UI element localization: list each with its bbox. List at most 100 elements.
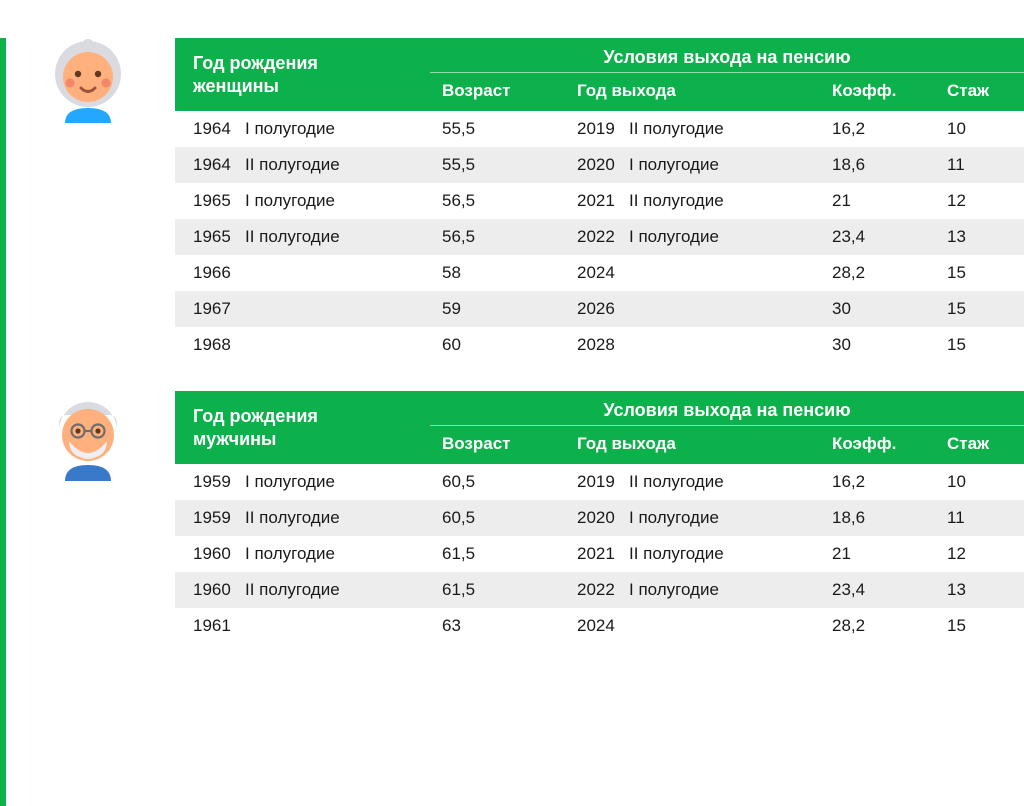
cell-coef: 28,2 <box>820 608 935 644</box>
cell-coef: 21 <box>820 536 935 572</box>
men-header-span: Условия выхода на пенсию <box>430 391 1024 426</box>
birth-year: 1959 <box>193 472 239 492</box>
cell-stage: 11 <box>935 500 1024 536</box>
exit-half: II полугодие <box>629 472 724 491</box>
table-row: 1959I полугодие60,52019II полугодие16,21… <box>175 464 1024 500</box>
cell-exit: 2020 I полугодие <box>565 147 820 183</box>
birth-year: 1964 <box>193 119 239 139</box>
cell-coef: 18,6 <box>820 500 935 536</box>
cell-stage: 15 <box>935 291 1024 327</box>
women-header-age: Возраст <box>430 73 565 112</box>
men-avatar-wrap <box>0 391 175 485</box>
men-header-coef: Коэфф. <box>820 426 935 465</box>
cell-exit: 2021 II полугодие <box>565 183 820 219</box>
cell-stage: 15 <box>935 255 1024 291</box>
women-section: Год рождения женщины Условия выхода на п… <box>0 38 1024 363</box>
exit-half: I полугодие <box>629 227 719 246</box>
table-row: 1965I полугодие56,52021II полугодие2112 <box>175 183 1024 219</box>
women-header-birth: Год рождения женщины <box>175 38 430 111</box>
table-row: 1960 I полугодие 61,5 2021 II полугодие 2112 <box>175 536 1024 572</box>
cell-birth: 1965I полугодие <box>175 183 430 219</box>
cell-coef: 30 <box>820 327 935 363</box>
women-header-span: Условия выхода на пенсию <box>430 38 1024 73</box>
exit-year: 2020 <box>577 155 623 175</box>
cell-exit: 2019II полугодие <box>565 464 820 500</box>
table-row: 196658202428,215 <box>175 255 1024 291</box>
men-header-age: Возраст <box>430 426 565 465</box>
women-table: Год рождения женщины Условия выхода на п… <box>175 38 1024 363</box>
birth-year: 1965 <box>193 227 239 247</box>
cell-exit: 2024 <box>565 255 820 291</box>
cell-age: 56,5 <box>430 219 565 255</box>
table-row: 1964II полугодие55,52020I полугодие18,61… <box>175 147 1024 183</box>
cell-exit: 2019 II полугодие <box>565 111 820 147</box>
cell-age: 61,5 <box>430 536 565 572</box>
cell-coef: 21 <box>820 183 935 219</box>
birth-half: II полугодие <box>245 155 340 174</box>
exit-half: I полугодие <box>629 155 719 174</box>
cell-stage: 13 <box>935 572 1024 608</box>
cell-birth: 1964 II полугодие <box>175 147 430 183</box>
women-header-coef: Коэфф. <box>820 73 935 112</box>
birth-half: I полугодие <box>245 472 335 491</box>
cell-age: 58 <box>430 255 565 291</box>
cell-stage: 11 <box>935 147 1024 183</box>
exit-year: 2024 <box>577 263 623 283</box>
birth-half: I полугодие <box>245 119 335 138</box>
birth-year: 1960 <box>193 580 239 600</box>
cell-age: 60 <box>430 327 565 363</box>
men-header-birth: Год рождения мужчины <box>175 391 430 464</box>
cell-age: 60,5 <box>430 464 565 500</box>
birth-year: 1968 <box>193 335 239 355</box>
exit-half: II полугодие <box>629 544 724 563</box>
header-birth-line2: мужчины <box>193 429 276 449</box>
cell-age: 55,5 <box>430 111 565 147</box>
cell-birth: 1959II полугодие <box>175 500 430 536</box>
cell-exit: 2024 <box>565 608 820 644</box>
cell-age: 55,5 <box>430 147 565 183</box>
cell-exit: 2020I полугодие <box>565 500 820 536</box>
birth-year: 1959 <box>193 508 239 528</box>
exit-year: 2020 <box>577 508 623 528</box>
table-row: 1964I полугодие55,52019II полугодие16,21… <box>175 111 1024 147</box>
men-table-wrap: Год рождения мужчины Условия выхода на п… <box>175 391 1024 644</box>
women-table-wrap: Год рождения женщины Условия выхода на п… <box>175 38 1024 363</box>
birth-year: 1960 <box>193 544 239 564</box>
cell-stage: 12 <box>935 536 1024 572</box>
header-birth-line2: женщины <box>193 76 279 96</box>
cell-exit: 2022I полугодие <box>565 572 820 608</box>
birth-year: 1967 <box>193 299 239 319</box>
exit-year: 2026 <box>577 299 623 319</box>
cell-coef: 23,4 <box>820 219 935 255</box>
exit-year: 2021 <box>577 544 623 564</box>
header-birth-line1: Год рождения <box>193 53 318 73</box>
exit-year: 2019 <box>577 119 623 139</box>
exit-half: II полугодие <box>629 191 724 210</box>
birth-half: II полугодие <box>245 227 340 246</box>
exit-half: II полугодие <box>629 119 724 138</box>
cell-birth: 1960 I полугодие <box>175 536 430 572</box>
cell-stage: 15 <box>935 327 1024 363</box>
cell-coef: 23,4 <box>820 572 935 608</box>
table-row: 196163202428,215 <box>175 608 1024 644</box>
cell-birth: 1968 <box>175 327 430 363</box>
cell-stage: 12 <box>935 183 1024 219</box>
men-section: Год рождения мужчины Условия выхода на п… <box>0 391 1024 644</box>
exit-half: I полугодие <box>629 580 719 599</box>
cell-exit: 2022I полугодие <box>565 219 820 255</box>
cell-age: 61,5 <box>430 572 565 608</box>
birth-half: I полугодие <box>245 191 335 210</box>
table-row: 19675920263015 <box>175 291 1024 327</box>
men-table: Год рождения мужчины Условия выхода на п… <box>175 391 1024 644</box>
men-header-exit: Год выхода <box>565 426 820 465</box>
birth-year: 1964 <box>193 155 239 175</box>
cell-stage: 10 <box>935 464 1024 500</box>
table-row: 19686020283015 <box>175 327 1024 363</box>
women-avatar-wrap <box>0 38 175 128</box>
cell-age: 59 <box>430 291 565 327</box>
cell-coef: 18,6 <box>820 147 935 183</box>
birth-half: I полугодие <box>245 544 335 563</box>
left-accent-bar <box>0 38 6 806</box>
exit-year: 2021 <box>577 191 623 211</box>
cell-stage: 13 <box>935 219 1024 255</box>
